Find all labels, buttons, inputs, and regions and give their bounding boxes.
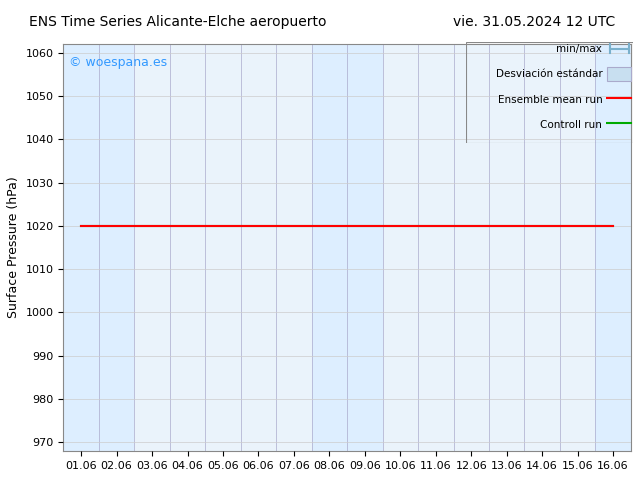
Text: ENS Time Series Alicante-Elche aeropuerto: ENS Time Series Alicante-Elche aeropuert… (29, 15, 327, 29)
Bar (99, 44, 134, 451)
Bar (607, 67, 631, 81)
Bar (595, 44, 631, 451)
Text: Ensemble mean run: Ensemble mean run (498, 95, 602, 105)
Bar (63, 44, 99, 451)
Text: © woespana.es: © woespana.es (69, 56, 167, 69)
Y-axis label: Surface Pressure (hPa): Surface Pressure (hPa) (7, 176, 20, 318)
Text: min/max: min/max (557, 44, 602, 54)
Text: Controll run: Controll run (540, 121, 602, 130)
Bar (347, 44, 382, 451)
Text: vie. 31.05.2024 12 UTC: vie. 31.05.2024 12 UTC (453, 15, 615, 29)
Text: Desviación estándar: Desviación estándar (496, 70, 602, 79)
Bar (312, 44, 347, 451)
